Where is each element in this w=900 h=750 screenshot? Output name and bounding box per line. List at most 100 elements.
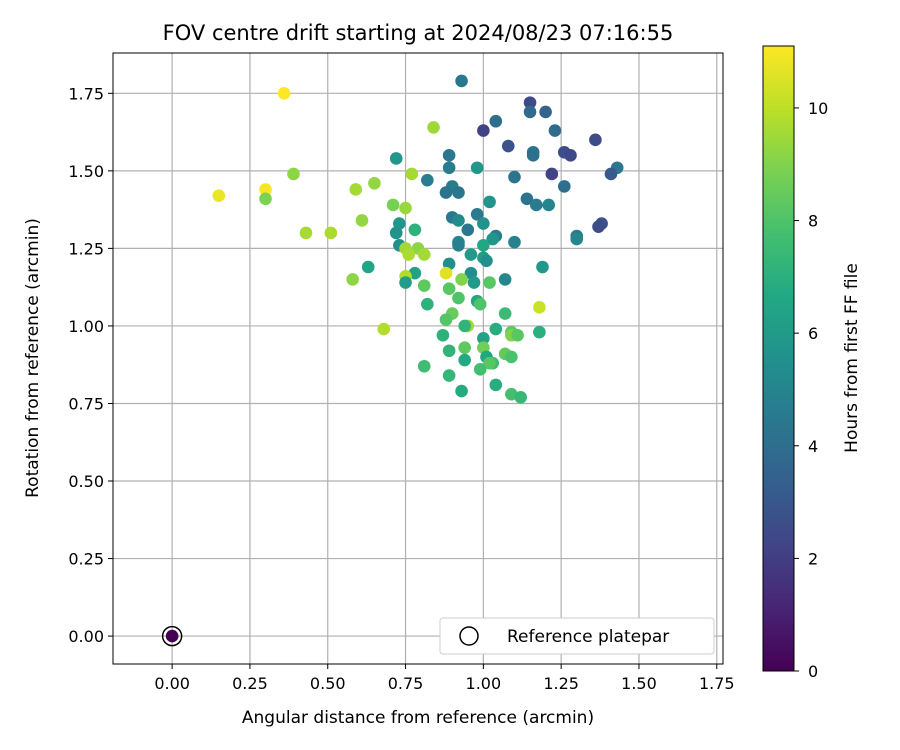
data-point [477,238,490,252]
data-point [461,223,475,237]
colorbar-tick-label: 10 [808,99,828,118]
data-point [458,341,471,354]
y-tick-label: 0.75 [68,394,104,413]
data-point [346,273,359,286]
data-point [259,183,272,196]
data-point [361,260,375,274]
data-point [349,183,363,196]
data-point [436,328,450,342]
data-points [212,74,624,404]
data-point [533,325,546,339]
data-point [455,384,468,398]
data-point [355,214,369,227]
data-point [501,139,515,153]
data-point [427,121,440,134]
colorbar-gradient [762,45,795,672]
legend: Reference platepar [439,617,715,655]
grid [113,53,723,664]
data-point [604,167,618,181]
data-point [592,220,605,233]
data-point [483,276,496,289]
data-point [511,328,524,342]
data-point [467,276,481,289]
y-tick-label: 0.00 [68,627,104,646]
y-tick-label: 1.50 [68,162,104,181]
data-point [324,226,338,240]
colorbar: 0 2 4 6 8 10 Hours from first FF file [762,45,862,681]
data-point [557,180,571,193]
x-tick-label: 1.50 [621,674,657,693]
data-point [520,192,534,206]
data-point [212,189,226,202]
data-point [542,198,556,212]
data-point [545,167,559,181]
data-point [452,214,465,227]
data-point [498,307,512,320]
y-tick-label: 0.25 [68,550,104,569]
x-tick-label: 0.00 [154,674,190,693]
y-tick-label: 1.25 [68,239,104,258]
data-point [399,276,412,289]
colorbar-tick-label: 6 [808,324,818,343]
data-point [439,266,453,280]
data-point [299,226,313,240]
data-point [389,226,403,240]
data-point [564,149,577,162]
data-point [405,167,419,181]
data-point [473,363,487,376]
data-point [477,217,490,230]
data-point [455,74,468,88]
data-point [489,378,503,392]
data-point [536,260,549,274]
data-point [483,195,496,209]
data-point [508,170,521,184]
data-point [483,356,496,370]
x-tick-label: 1.00 [466,674,502,693]
y-tick-label: 1.00 [68,317,104,336]
data-point [442,149,456,162]
data-point [417,248,431,261]
data-point [455,273,468,286]
data-point [408,223,422,237]
data-point [377,322,391,336]
colorbar-tick-label: 8 [808,212,818,231]
data-point [452,291,465,305]
data-point [548,124,562,137]
data-point [589,133,602,147]
data-point [526,149,540,162]
data-point [417,359,431,373]
colorbar-tick-label: 4 [808,437,818,456]
data-point [473,297,487,311]
chart-title: FOV centre drift starting at 2024/08/23 … [163,21,674,45]
data-point [523,96,537,109]
plot-frame [112,52,724,665]
reference-point-ring [161,625,183,647]
reference-point [161,625,183,647]
data-point [399,201,412,215]
data-point [470,207,484,221]
data-point [477,124,490,137]
data-point [523,105,537,119]
reference-point-marker [165,629,179,643]
data-point [477,332,490,345]
data-point [421,297,434,311]
y-tick-label: 1.75 [68,84,104,103]
data-point [529,198,543,212]
colorbar-ticks: 0 2 4 6 8 10 [794,99,828,681]
colorbar-tick-label: 2 [808,549,818,568]
data-point [570,232,584,246]
data-point [442,161,456,175]
data-point [287,167,300,181]
data-point [452,238,465,252]
data-point [480,254,493,268]
data-point [458,319,471,333]
data-point [368,176,381,190]
data-point [486,232,499,246]
legend-box [439,617,715,655]
legend-marker [459,626,479,646]
data-point [533,301,546,314]
data-point [464,248,478,261]
data-point [539,105,552,119]
data-point [489,322,503,336]
x-tick-label: 0.25 [232,674,268,693]
